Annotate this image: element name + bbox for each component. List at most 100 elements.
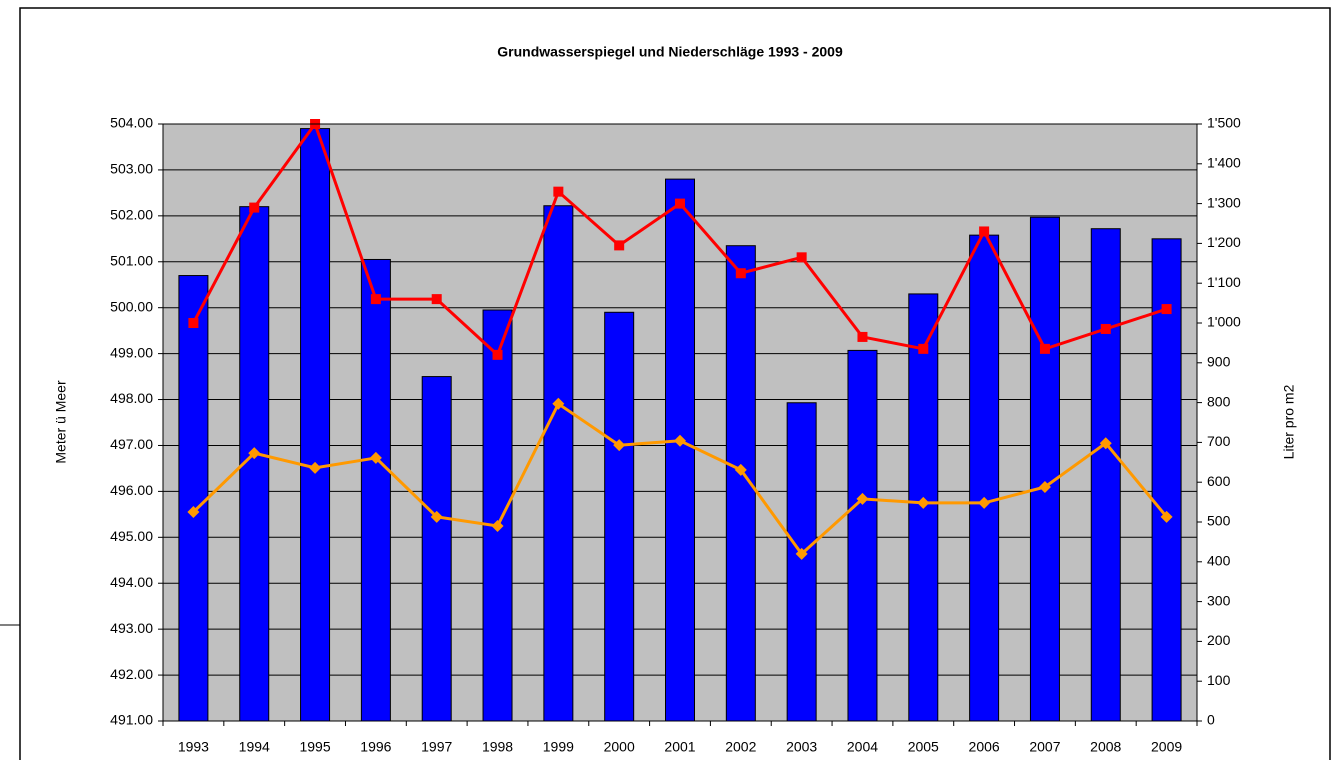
y2-tick-label: 800 (1207, 393, 1231, 409)
y2-tick-label: 1'300 (1207, 194, 1241, 210)
x-tick-label: 2007 (1029, 739, 1060, 755)
x-tick-label: 2009 (1151, 739, 1182, 755)
y-tick-label: 502.00 (110, 207, 153, 223)
y2-tick-label: 1'400 (1207, 155, 1241, 171)
y2-tick-label: 1'500 (1207, 115, 1241, 131)
bar (1029, 216, 1060, 722)
chart-title: Grundwasserspiegel und Niederschläge 199… (497, 44, 843, 60)
x-tick-label: 2002 (725, 739, 756, 755)
y-tick-label: 496.00 (110, 482, 153, 498)
x-tick-label: 1993 (178, 739, 209, 755)
y-tick-label: 498.00 (110, 390, 153, 406)
marker (796, 252, 807, 263)
marker (795, 547, 808, 560)
y-tick-label: 501.00 (110, 252, 153, 268)
marker (978, 496, 991, 509)
marker (856, 492, 869, 505)
bar (665, 178, 695, 722)
y-tick-label: 504.00 (110, 115, 153, 131)
marker (370, 294, 381, 305)
bar (300, 128, 331, 722)
bar (360, 258, 391, 722)
y-tick-label: 503.00 (110, 161, 153, 177)
marker (917, 496, 930, 509)
bar (543, 205, 574, 722)
y2-axis-label: Liter pro m2 (1281, 384, 1297, 459)
marker (492, 349, 503, 360)
bar (421, 376, 452, 722)
y-tick-label: 494.00 (110, 574, 153, 590)
bar (969, 234, 1000, 722)
y2-tick-label: 100 (1207, 672, 1231, 688)
y2-tick-label: 1'100 (1207, 274, 1241, 290)
x-tick-label: 1996 (360, 739, 391, 755)
marker (674, 434, 686, 447)
marker (248, 447, 261, 460)
marker (369, 451, 382, 464)
x-tick-label: 2003 (786, 739, 817, 755)
marker (613, 439, 626, 452)
x-tick-label: 1995 (299, 739, 330, 755)
marker (552, 397, 565, 410)
bar (604, 311, 635, 722)
marker (979, 226, 990, 237)
marker (1161, 304, 1172, 315)
x-tick-label: 2008 (1090, 739, 1121, 755)
y2-tick-label: 1'200 (1207, 234, 1241, 250)
y2-tick-label: 600 (1207, 473, 1231, 489)
y-tick-label: 497.00 (110, 436, 153, 452)
x-tick-label: 1994 (239, 739, 270, 755)
y2-tick-label: 0 (1207, 712, 1215, 728)
y-tick-label: 493.00 (110, 620, 153, 636)
x-tick-label: 1999 (543, 739, 574, 755)
marker (431, 294, 442, 305)
y-tick-label: 491.00 (110, 712, 153, 728)
marker (1039, 343, 1050, 354)
y-axis-label: Meter ü Meer (53, 380, 69, 464)
marker (309, 461, 322, 474)
marker (918, 343, 929, 354)
y2-tick-label: 300 (1207, 592, 1231, 608)
x-tick-label: 2006 (969, 739, 1000, 755)
y-tick-label: 492.00 (110, 666, 153, 682)
y-tick-label: 495.00 (110, 528, 153, 544)
bar (1151, 238, 1182, 722)
bar (847, 349, 878, 722)
marker (553, 186, 564, 197)
x-tick-label: 1997 (421, 739, 452, 755)
y-tick-label: 499.00 (110, 344, 153, 360)
y2-tick-label: 500 (1207, 513, 1231, 529)
marker (857, 331, 868, 342)
y2-tick-label: 900 (1207, 354, 1231, 370)
x-tick-label: 2001 (664, 739, 695, 755)
marker (1099, 437, 1112, 450)
bar (178, 275, 209, 722)
bar (786, 402, 817, 722)
marker (491, 519, 504, 532)
marker (734, 463, 747, 476)
x-tick-label: 1998 (482, 739, 513, 755)
y-tick-label: 500.00 (110, 298, 153, 314)
marker (1100, 323, 1111, 334)
y2-tick-label: 400 (1207, 553, 1231, 569)
marker (614, 240, 625, 251)
marker (249, 202, 260, 213)
marker (735, 268, 746, 279)
plot-border (162, 123, 1198, 722)
marker (188, 318, 199, 328)
y2-tick-label: 200 (1207, 632, 1231, 648)
marker (675, 198, 685, 209)
x-tick-label: 2004 (847, 739, 878, 755)
marker (1160, 510, 1173, 523)
bar (482, 309, 513, 722)
x-tick-label: 2005 (908, 739, 939, 755)
x-tick-label: 2000 (604, 739, 635, 755)
marker (187, 506, 200, 519)
bar (1090, 228, 1121, 722)
marker (1038, 480, 1051, 493)
marker (430, 510, 443, 523)
y2-tick-label: 700 (1207, 433, 1231, 449)
y2-tick-label: 1'000 (1207, 314, 1241, 330)
